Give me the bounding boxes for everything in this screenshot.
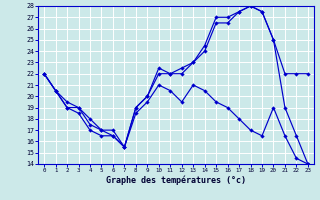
X-axis label: Graphe des températures (°c): Graphe des températures (°c) (106, 176, 246, 185)
